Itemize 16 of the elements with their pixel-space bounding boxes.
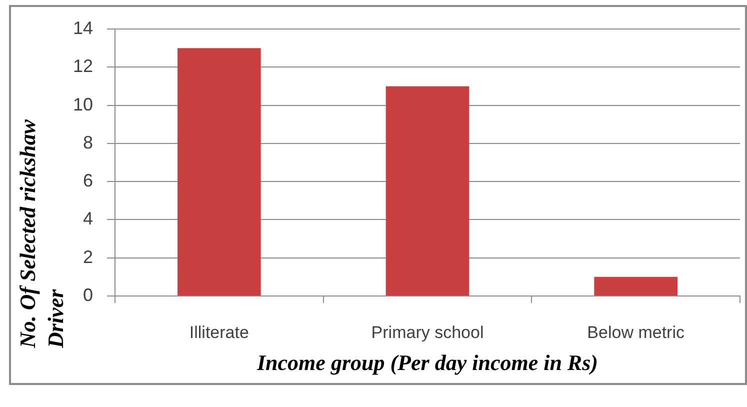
y-tick-label: 6 [82, 170, 93, 191]
bar [594, 276, 678, 296]
y-tick-label: 2 [82, 246, 93, 267]
x-tick-label: Primary school [371, 322, 484, 342]
bar [386, 86, 470, 296]
y-tick-label: 4 [82, 208, 93, 229]
bar [178, 48, 261, 296]
y-tick-label: 12 [72, 56, 93, 76]
x-axis-title: Income group (Per day income in Rs) [257, 349, 599, 377]
y-tick-label: 0 [82, 284, 93, 305]
x-tick-label: Illiterate [189, 322, 249, 342]
y-tick-label: 10 [72, 94, 93, 114]
y-axis-title: No. Of Selected rickshaw Driver [14, 118, 69, 348]
y-tick-label: 8 [82, 132, 93, 152]
y-tick-label: 14 [72, 18, 93, 38]
x-tick-label: Below metric [587, 322, 685, 342]
